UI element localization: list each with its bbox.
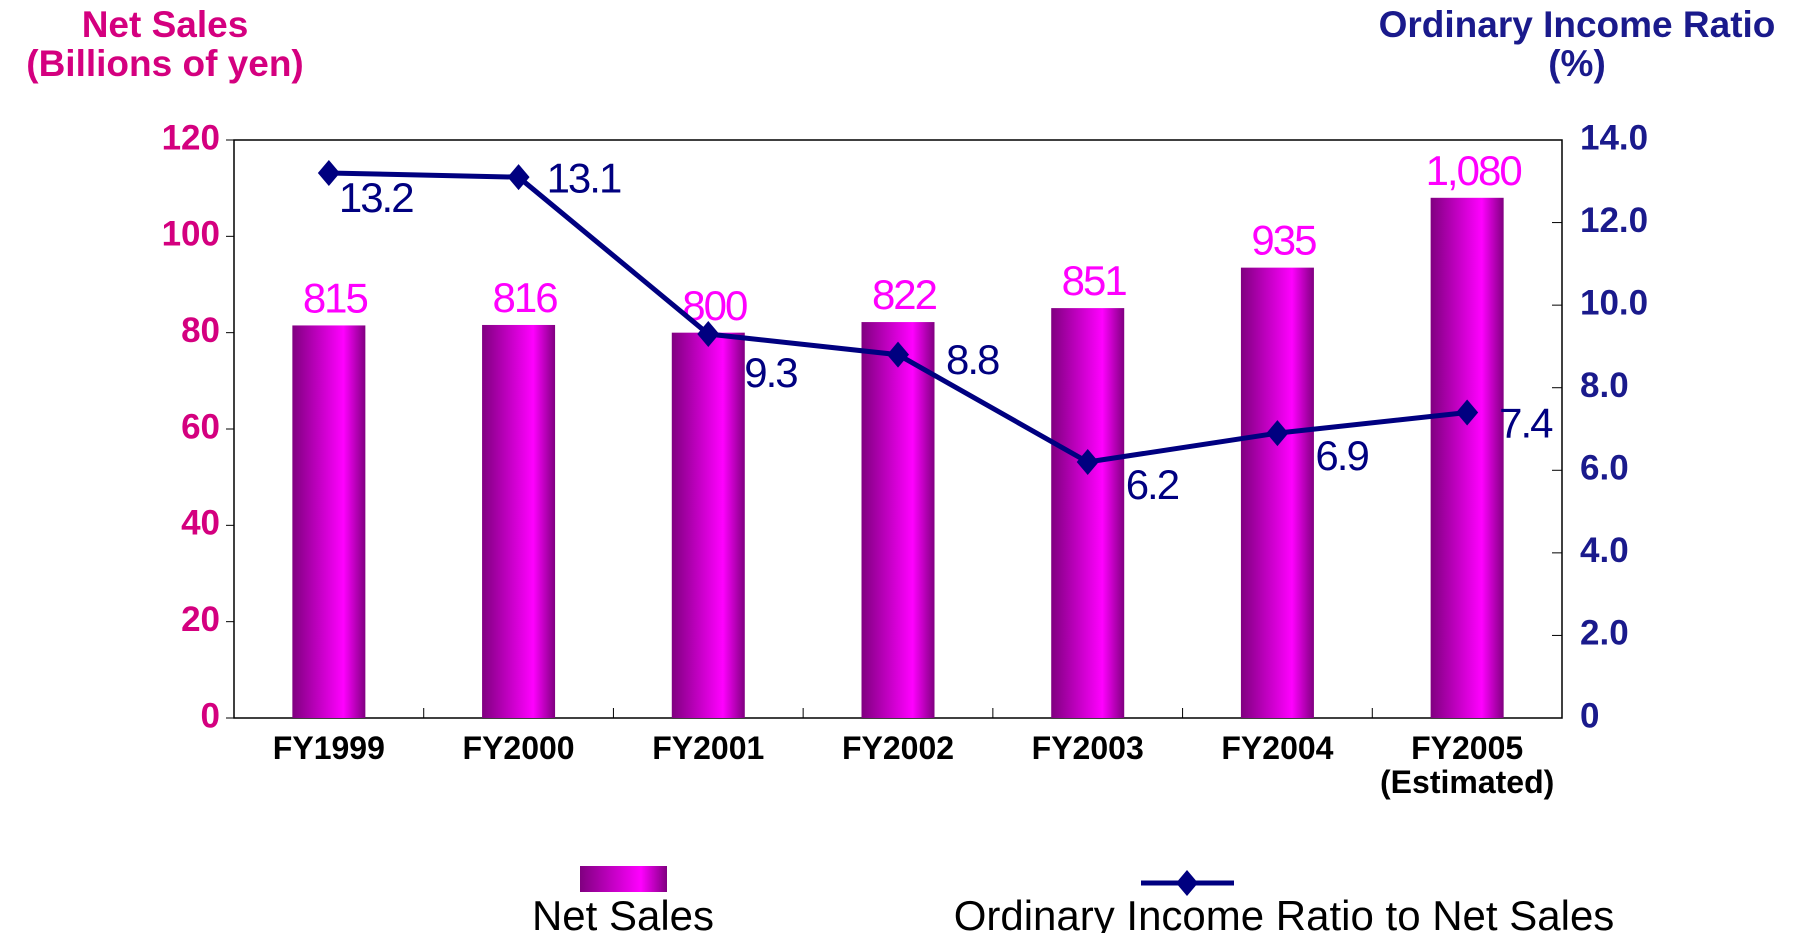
y2-tick-label: 8.0 — [1580, 366, 1629, 405]
x-tick-label: FY2001 — [652, 730, 765, 766]
legend-label: Ordinary Income Ratio to Net Sales — [954, 892, 1615, 933]
bar — [292, 325, 366, 718]
line-value-label: 13.2 — [339, 174, 413, 221]
line-value-label: 8.8 — [946, 336, 999, 383]
line-marker — [697, 321, 720, 348]
y2-tick-label: 0 — [1580, 696, 1599, 735]
y-tick-label: 0 — [201, 696, 220, 735]
line-marker — [317, 160, 340, 187]
x-tick-label: FY2002 — [841, 730, 955, 766]
y2-tick-label: 12.0 — [1580, 201, 1648, 240]
line-marker — [1456, 399, 1479, 426]
line-marker — [1266, 420, 1289, 447]
y2-tick-label: 10.0 — [1580, 283, 1648, 322]
legend-label: Net Sales — [532, 892, 714, 933]
bar — [1051, 308, 1125, 718]
bar — [671, 332, 745, 718]
bar-value-label: 935 — [1251, 217, 1316, 264]
y-axis-title: Net Sales (Billions of yen) — [26, 4, 304, 84]
y-tick-label: 80 — [181, 311, 220, 350]
bar — [861, 322, 935, 718]
y-tick-label: 60 — [181, 407, 220, 446]
legend-swatch-bar — [580, 866, 667, 892]
line-value-label: 6.2 — [1126, 461, 1179, 508]
x-tick-label: FY2004 — [1221, 730, 1334, 766]
bar-value-label: 815 — [303, 275, 368, 322]
y2-axis-title: Ordinary Income Ratio (%) — [1378, 4, 1776, 84]
line-value-label: 6.9 — [1315, 432, 1368, 479]
line-marker — [887, 341, 909, 368]
bar-value-label: 1,080 — [1426, 147, 1522, 194]
bar-value-label: 851 — [1062, 257, 1127, 304]
bar — [482, 324, 556, 718]
x-tick-label: FY1999 — [272, 730, 385, 766]
line-marker — [1076, 449, 1099, 476]
y-tick-label: 20 — [181, 600, 220, 639]
y-tick-label: 40 — [181, 504, 220, 543]
bar-value-label: 816 — [493, 274, 558, 321]
y2-tick-label: 4.0 — [1580, 531, 1629, 570]
y-tick-label: 100 — [162, 215, 220, 254]
line-value-label: 7.4 — [1499, 400, 1553, 447]
y2-tick-label: 6.0 — [1580, 449, 1629, 488]
bar-value-label: 822 — [872, 271, 937, 318]
line-value-label: 13.1 — [547, 154, 621, 201]
y2-tick-label: 14.0 — [1580, 118, 1648, 157]
x-tick-label: FY2000 — [462, 730, 575, 766]
line-marker — [507, 164, 530, 191]
bar — [1240, 267, 1314, 718]
x-tick-label: FY2003 — [1031, 730, 1144, 766]
legend-swatch-marker — [1176, 870, 1198, 896]
line-value-label: 9.3 — [744, 349, 797, 396]
y2-tick-label: 2.0 — [1580, 614, 1629, 653]
y-tick-label: 120 — [162, 118, 220, 157]
bar — [1430, 197, 1504, 719]
x-tick-label: FY2005 (Estimated) — [1380, 730, 1555, 800]
